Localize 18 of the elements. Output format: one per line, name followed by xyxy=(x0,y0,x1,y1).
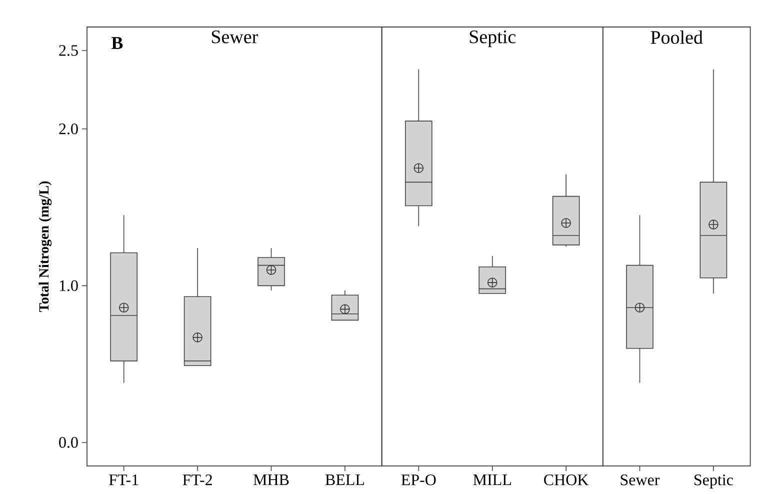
chart-title: Pooled xyxy=(650,30,703,44)
y-axis-title: Total Nitrogen (mg/L) xyxy=(38,181,52,312)
y-tick-label: 2.0 xyxy=(59,123,78,134)
chart-title: Septic xyxy=(470,30,516,48)
x-tick-label: BELL xyxy=(325,474,364,486)
y-tick-label: 1.0 xyxy=(60,280,78,292)
x-tick-label: Sewer xyxy=(620,474,660,486)
x-tick-label: MHB xyxy=(253,474,289,486)
chart-title: Sewer xyxy=(212,30,258,44)
x-tick-label: CHOK xyxy=(544,474,589,486)
annotation: B xyxy=(111,37,123,49)
x-tick-label: FT-2 xyxy=(182,474,212,486)
x-tick-label: FT-1 xyxy=(109,474,138,486)
x-tick-label: Septic xyxy=(694,474,733,489)
x-tick-label: MILL xyxy=(473,474,511,485)
y-tick-label: 0.0 xyxy=(59,437,78,448)
x-tick-label: EP-O xyxy=(401,474,436,486)
y-tick-label: 2.5 xyxy=(59,45,78,56)
